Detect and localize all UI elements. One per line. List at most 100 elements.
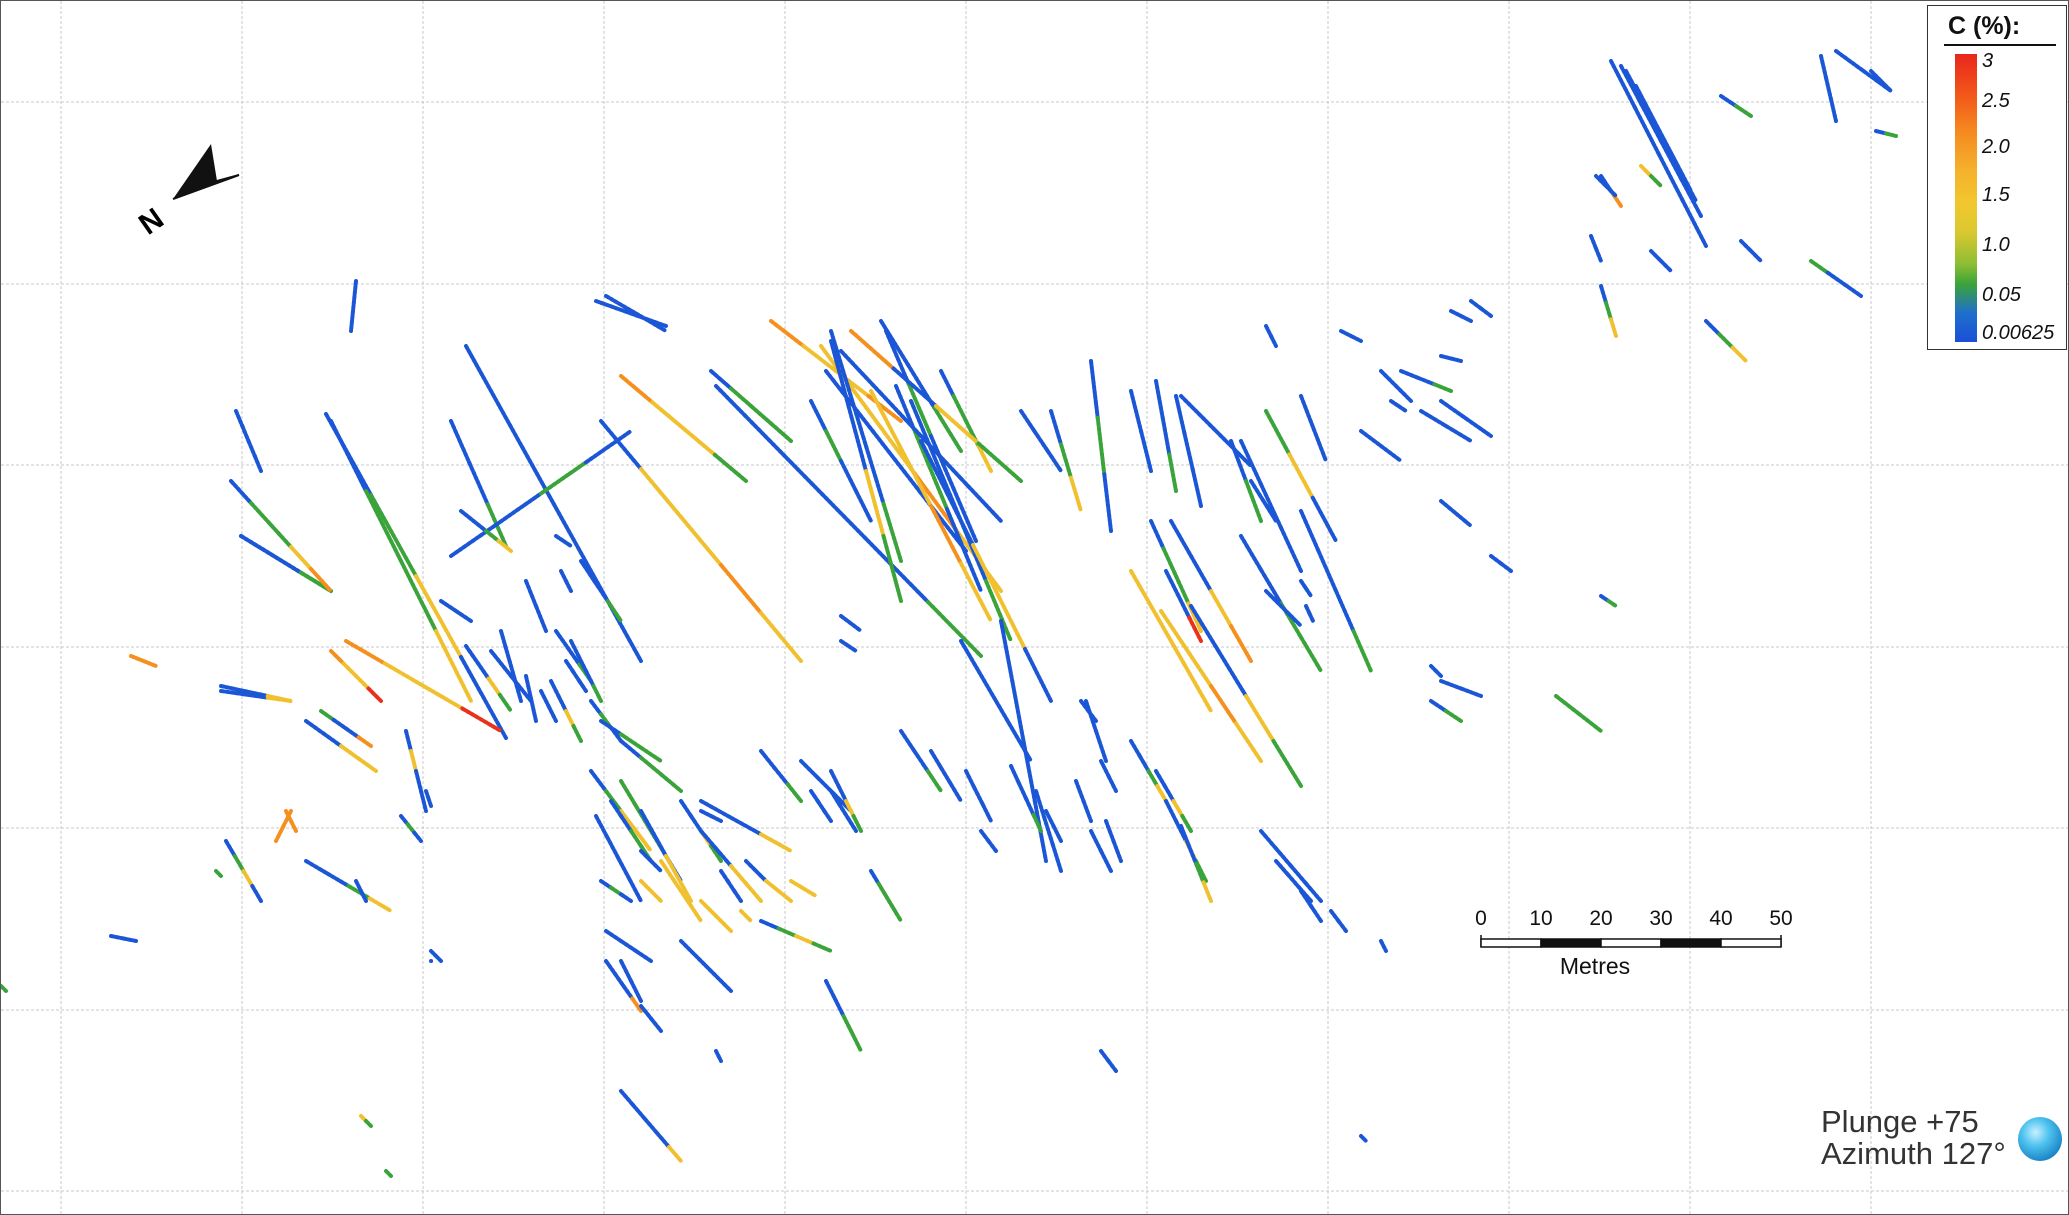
drillhole-segment[interactable] xyxy=(1589,234,1598,251)
drillhole-segment[interactable] xyxy=(962,548,983,593)
drillhole-segment[interactable] xyxy=(1104,819,1116,843)
drillhole-segment[interactable] xyxy=(414,769,423,793)
drillhole-segment[interactable] xyxy=(1632,105,1661,156)
drillhole-segment[interactable] xyxy=(234,409,245,428)
drillhole-segment[interactable] xyxy=(964,769,977,790)
drillhole-segment[interactable] xyxy=(1459,686,1483,698)
drillhole-segment[interactable] xyxy=(304,719,326,736)
drillhole-segment[interactable] xyxy=(1186,842,1198,866)
drillhole-segment[interactable] xyxy=(1129,389,1143,433)
drillhole-segment[interactable] xyxy=(1879,79,1893,93)
drillhole-segment[interactable] xyxy=(749,404,773,426)
drillhole-segment[interactable] xyxy=(739,909,753,923)
drillhole-segment[interactable] xyxy=(1050,842,1063,873)
drillhole-segment[interactable] xyxy=(382,661,426,688)
drillhole-segment[interactable] xyxy=(629,829,643,848)
drillhole-segment[interactable] xyxy=(1102,472,1113,533)
drillhole-segment[interactable] xyxy=(1137,754,1151,773)
drillhole-segment[interactable] xyxy=(1169,519,1193,558)
drillhole-segment[interactable] xyxy=(309,567,333,593)
drillhole-segment[interactable] xyxy=(1459,314,1473,323)
drillhole-segment[interactable] xyxy=(906,381,933,438)
drillhole-segment[interactable] xyxy=(649,859,663,873)
drillhole-segment[interactable] xyxy=(619,959,633,983)
drillhole-segment[interactable] xyxy=(1310,495,1338,543)
drillhole-segment[interactable] xyxy=(839,614,863,633)
drillhole-segment[interactable] xyxy=(369,493,418,578)
drillhole-segment[interactable] xyxy=(319,709,336,722)
drillhole-segment[interactable] xyxy=(484,529,501,543)
drillhole-segment[interactable] xyxy=(1259,482,1283,530)
drillhole-segment[interactable] xyxy=(1089,829,1103,853)
drillhole-segment[interactable] xyxy=(630,996,643,1013)
drillhole-segment[interactable] xyxy=(449,419,472,465)
drillhole-segment[interactable] xyxy=(1094,729,1108,763)
drillhole-segment[interactable] xyxy=(1379,939,1388,953)
drillhole-segment[interactable] xyxy=(349,279,358,333)
drillhole-segment[interactable] xyxy=(846,404,868,473)
drillhole-segment[interactable] xyxy=(619,814,633,833)
drillhole-segment[interactable] xyxy=(1884,131,1898,138)
drillhole-segment[interactable] xyxy=(1349,334,1363,343)
drillhole-segment[interactable] xyxy=(846,386,868,448)
drillhole-segment[interactable] xyxy=(945,491,975,547)
drillhole-segment[interactable] xyxy=(1434,669,1443,678)
drillhole-segment[interactable] xyxy=(1717,332,1735,350)
drillhole-segment[interactable] xyxy=(1824,75,1833,102)
drillhole-segment[interactable] xyxy=(592,579,610,603)
drillhole-segment[interactable] xyxy=(419,789,428,813)
drillhole-segment[interactable] xyxy=(785,782,803,803)
drillhole-segment[interactable] xyxy=(789,879,806,891)
drillhole-segment[interactable] xyxy=(1164,799,1178,823)
drillhole-segment[interactable] xyxy=(837,802,850,820)
drillhole-segment[interactable] xyxy=(589,699,603,717)
drillhole-segment[interactable] xyxy=(911,425,932,470)
drillhole-segment[interactable] xyxy=(932,405,963,453)
drillhole-segment[interactable] xyxy=(772,765,790,787)
drillhole-segment[interactable] xyxy=(619,892,633,903)
drillhole-segment[interactable] xyxy=(984,579,1013,643)
drillhole-segment[interactable] xyxy=(554,629,570,650)
drillhole-segment[interactable] xyxy=(1606,599,1618,608)
drillhole-segment[interactable] xyxy=(1299,635,1323,673)
drillhole-segment[interactable] xyxy=(219,689,247,697)
drillhole-segment[interactable] xyxy=(1129,569,1160,620)
drillhole-segment[interactable] xyxy=(1209,589,1233,628)
drillhole-segment[interactable] xyxy=(252,454,263,473)
drillhole-segment[interactable] xyxy=(1016,780,1028,801)
drillhole-segment[interactable] xyxy=(141,659,158,668)
drillhole-segment[interactable] xyxy=(1649,249,1663,263)
drillhole-segment[interactable] xyxy=(224,839,237,858)
drillhole-segment[interactable] xyxy=(1825,270,1847,287)
drillhole-segment[interactable] xyxy=(759,749,777,770)
drillhole-segment[interactable] xyxy=(801,886,818,898)
drillhole-segment[interactable] xyxy=(884,329,911,386)
drillhole-segment[interactable] xyxy=(873,546,930,604)
drillhole-segment[interactable] xyxy=(524,579,538,608)
drillhole-segment[interactable] xyxy=(459,509,476,523)
drillhole-segment[interactable] xyxy=(1379,369,1398,388)
drillhole-segment[interactable] xyxy=(1099,849,1113,873)
drillhole-segment[interactable] xyxy=(1059,442,1073,480)
drillhole-segment[interactable] xyxy=(1274,859,1290,877)
drillhole-segment[interactable] xyxy=(281,809,293,828)
drillhole-segment[interactable] xyxy=(664,854,681,881)
drillhole-segment[interactable] xyxy=(241,869,255,888)
drillhole-segment[interactable] xyxy=(1599,284,1608,305)
drillhole-segment[interactable] xyxy=(643,1117,659,1135)
drillhole-segment[interactable] xyxy=(1329,909,1341,923)
drillhole-segment[interactable] xyxy=(1285,872,1302,890)
drillhole-segment[interactable] xyxy=(546,704,558,723)
drillhole-segment[interactable] xyxy=(846,644,858,653)
drillhole-segment[interactable] xyxy=(1819,54,1828,80)
drillhole-segment[interactable] xyxy=(1264,589,1286,611)
drillhole-segment[interactable] xyxy=(359,889,368,903)
drillhole-segment[interactable] xyxy=(809,399,828,433)
drillhole-segment[interactable] xyxy=(709,844,723,863)
drillhole-segment[interactable] xyxy=(986,839,998,853)
drillhole-segment[interactable] xyxy=(341,661,358,678)
drillhole-segment[interactable] xyxy=(577,679,588,693)
drillhole-segment[interactable] xyxy=(699,829,718,851)
drillhole-segment[interactable] xyxy=(1155,615,1187,667)
drillhole-segment[interactable] xyxy=(934,404,981,446)
